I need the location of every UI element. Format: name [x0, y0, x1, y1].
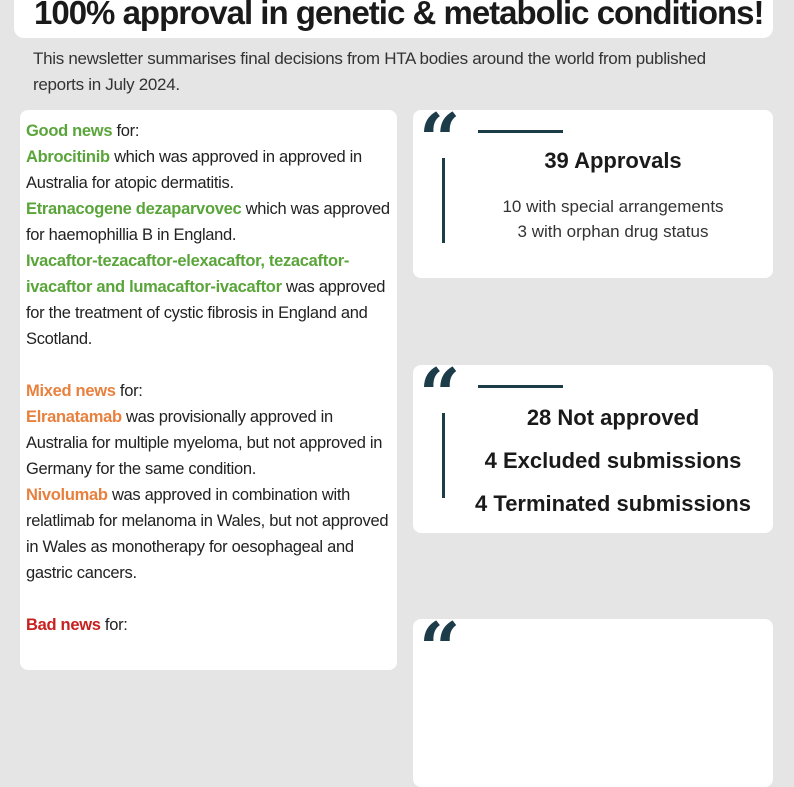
divider — [478, 385, 563, 388]
drug-name: Nivolumab — [26, 486, 108, 504]
drug-name: Abrocitinib — [26, 148, 110, 166]
not-approved-card: “ 28 Not approved 4 Excluded submissions… — [413, 359, 773, 533]
title-card — [14, 0, 773, 38]
quote-icon: “ — [419, 352, 461, 437]
for-label: for: — [100, 616, 128, 634]
divider — [442, 413, 445, 498]
quote-icon: “ — [419, 606, 461, 691]
bad-news-heading: Bad news — [26, 616, 101, 634]
drug-name: Ivacaftor-tezacaftor-elexacaftor, tezaca… — [26, 252, 350, 296]
divider — [442, 158, 445, 243]
third-stat-card: “ — [413, 613, 773, 787]
terminated-count: 4 Terminated submissions — [475, 491, 751, 516]
for-label: for: — [112, 122, 140, 140]
bad-news-section: Bad news for: — [26, 612, 391, 638]
good-news-heading: Good news — [26, 122, 113, 140]
page-title: 100% approval in genetic & metabolic con… — [34, 0, 764, 31]
drug-text: which was approved in approved in Austra… — [26, 148, 362, 192]
drug-text: was approved for the treatment of cystic… — [26, 278, 386, 348]
news-card: Good news for: Abrocitinib which was app… — [20, 110, 397, 670]
approvals-count: 39 Approvals — [544, 148, 682, 173]
drug-name: Elranatamab — [26, 408, 122, 426]
not-approved-count: 28 Not approved — [526, 405, 700, 430]
good-news-section: Good news for: Abrocitinib which was app… — [26, 118, 391, 352]
quote-icon: “ — [419, 97, 461, 182]
approvals-card: “ 39 Approvals 10 with special arrangeme… — [413, 104, 773, 278]
drug-text: was approved in combination with relatli… — [26, 486, 389, 582]
intro-text: This newsletter summarises final decisio… — [33, 49, 706, 94]
mixed-news-section: Mixed news for: Elranatamab was provisio… — [26, 378, 391, 586]
divider — [478, 130, 563, 133]
special-arrangements: 10 with special arrangements — [502, 197, 724, 216]
orphan-status: 3 with orphan drug status — [517, 222, 709, 241]
excluded-count: 4 Excluded submissions — [484, 448, 742, 473]
drug-text: was provisionally approved in Australia … — [26, 408, 383, 478]
mixed-news-heading: Mixed news — [26, 382, 116, 400]
drug-text: which was approved for haemophillia B in… — [26, 200, 390, 244]
drug-name: Etranacogene dezaparvovec — [26, 200, 242, 218]
for-label: for: — [115, 382, 143, 400]
